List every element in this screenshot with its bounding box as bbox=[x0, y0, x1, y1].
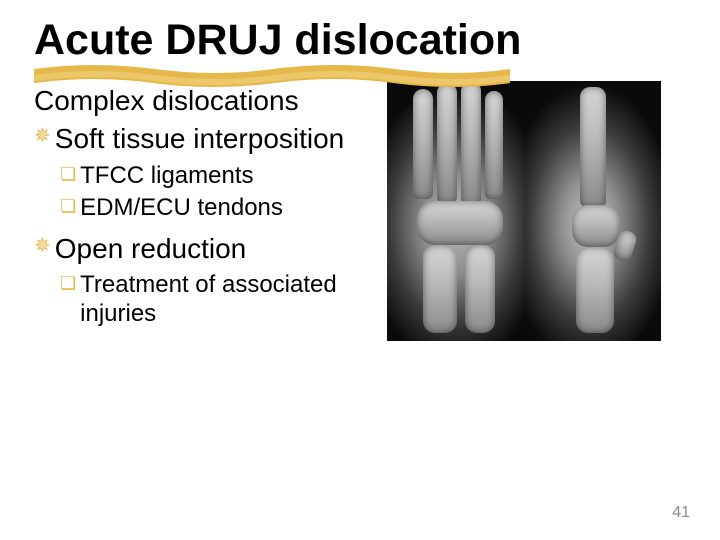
list-item-label: Open reduction bbox=[55, 233, 246, 265]
list-subitem-label: Treatment of associated injuries bbox=[80, 271, 379, 329]
text-column: Complex dislocations ✵ Soft tissue inter… bbox=[34, 81, 379, 333]
list-subitem-label: TFCC ligaments bbox=[80, 162, 253, 191]
slide: Acute DRUJ dislocation Complex dislocati… bbox=[0, 0, 720, 540]
list-item-label: Complex dislocations bbox=[34, 85, 299, 117]
content-row: Complex dislocations ✵ Soft tissue inter… bbox=[34, 81, 686, 341]
page-number: 41 bbox=[672, 504, 690, 522]
list-subitem: ❏ TFCC ligaments bbox=[34, 162, 379, 191]
list-item: ✵ Soft tissue interposition bbox=[34, 123, 379, 155]
bullet-icon: ❏ bbox=[60, 162, 76, 187]
list-item: ✵ Open reduction bbox=[34, 233, 379, 265]
list-subitem-label: EDM/ECU tendons bbox=[80, 194, 283, 223]
xray-ap-view bbox=[387, 81, 524, 341]
bullet-icon: ✵ bbox=[34, 123, 51, 149]
list-subitem: ❏ EDM/ECU tendons bbox=[34, 194, 379, 223]
bullet-icon: ❏ bbox=[60, 271, 76, 296]
bullet-icon: ❏ bbox=[60, 194, 76, 219]
list-item-label: Soft tissue interposition bbox=[55, 123, 345, 155]
title-block: Acute DRUJ dislocation bbox=[34, 18, 686, 63]
list-subitem: ❏ Treatment of associated injuries bbox=[34, 271, 379, 329]
title-underline bbox=[34, 64, 510, 88]
xray-image bbox=[387, 81, 661, 341]
bullet-icon: ✵ bbox=[34, 233, 51, 259]
image-column bbox=[379, 81, 661, 341]
page-title: Acute DRUJ dislocation bbox=[34, 18, 686, 63]
list-item: Complex dislocations bbox=[34, 85, 379, 117]
xray-lateral-view bbox=[524, 81, 661, 341]
